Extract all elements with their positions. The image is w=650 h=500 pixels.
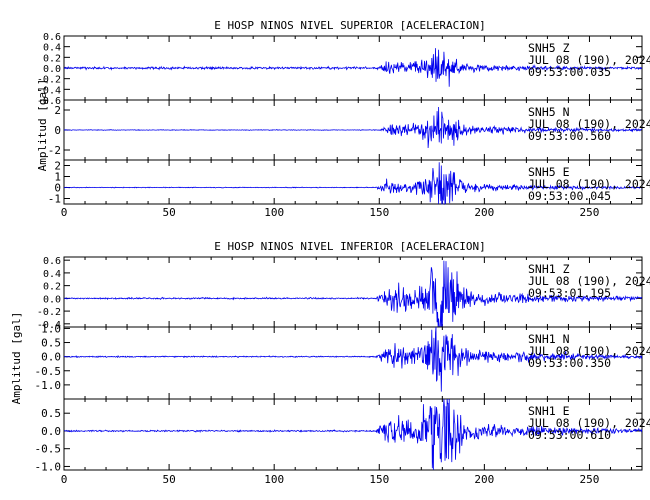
waveform-snh5-e <box>63 162 643 206</box>
ytick-label: 2 <box>54 104 61 117</box>
date-label: JUL 08 (190), 2024 <box>528 344 650 358</box>
ytick-label: 1.0 <box>41 322 61 335</box>
chart-inferior: E HOSP NINOS NIVEL INFERIOR [ACELERACION… <box>10 240 650 486</box>
waveform-snh1-n <box>63 326 643 392</box>
ytick-label: 0.0 <box>43 294 61 305</box>
xtick-label: 250 <box>580 473 600 486</box>
xtick-label: 50 <box>162 473 175 486</box>
chart-inferior-ylabel: Amplitud [gal] <box>10 312 23 405</box>
ytick-label: 0 <box>54 182 61 195</box>
xtick-label: 0 <box>61 206 68 219</box>
xtick-label: 100 <box>264 206 284 219</box>
xtick-label: 150 <box>369 206 389 219</box>
waveform-snh1-e <box>63 398 643 471</box>
ytick-label: -0.2 <box>37 307 61 318</box>
chart-superior-title: E HOSP NINOS NIVEL SUPERIOR [ACELERACION… <box>214 19 486 32</box>
xtick-label: 200 <box>474 473 494 486</box>
ytick-label: 0.2 <box>43 53 61 64</box>
ytick-label: -0.4 <box>37 320 61 331</box>
time-label: 09:53:01.195 <box>528 286 611 300</box>
time-label: 09:53:00.035 <box>528 65 611 79</box>
station-label: SNH5 N <box>528 105 570 119</box>
chart-superior-ylabel: Amplitud [gal] <box>36 79 49 172</box>
xtick-label: 250 <box>580 206 600 219</box>
station-label: SNH1 N <box>528 332 570 346</box>
xtick-label: 100 <box>264 473 284 486</box>
chart-superior: E HOSP NINOS NIVEL SUPERIOR [ACELERACION… <box>36 19 650 219</box>
time-label: 09:53:00.560 <box>528 129 611 143</box>
ytick-label: 0.4 <box>43 43 61 54</box>
xtick-label: 0 <box>61 473 68 486</box>
chart-superior-xaxis: 0 50 100 150 200 250 <box>61 206 600 219</box>
station-label: SNH1 E <box>528 404 570 418</box>
ytick-label: 0.0 <box>41 425 61 438</box>
ytick-label: -2 <box>48 144 61 157</box>
xtick-label: 50 <box>162 206 175 219</box>
chart-inferior-xaxis: 0 50 100 150 200 250 <box>61 473 600 486</box>
xtick-label: 150 <box>369 473 389 486</box>
date-label: JUL 08 (190), 2024 <box>528 274 650 288</box>
ytick-label: -0.5 <box>35 443 62 456</box>
ytick-label: 0.5 <box>41 337 61 350</box>
ytick-label: -0.6 <box>37 96 61 107</box>
ytick-label: 1 <box>54 171 61 184</box>
xtick-label: 200 <box>474 206 494 219</box>
ytick-label: 0.6 <box>43 32 61 43</box>
ytick-label: 0.5 <box>41 407 61 420</box>
ytick-label: -0.2 <box>37 75 61 86</box>
chart-inferior-title: E HOSP NINOS NIVEL INFERIOR [ACELERACION… <box>214 240 486 253</box>
waveform-snh1-z <box>64 260 643 328</box>
date-label: JUL 08 (190), 2024 <box>528 416 650 430</box>
ytick-label: 2 <box>54 160 61 173</box>
ytick-label: -0.5 <box>35 365 62 378</box>
panel-frame <box>63 159 643 205</box>
panel-frame <box>63 398 643 471</box>
ytick-label: 0.0 <box>43 64 61 75</box>
ytick-label: -1.0 <box>35 460 62 473</box>
station-label: SNH1 Z <box>528 262 570 276</box>
ytick-label: 0 <box>54 124 61 137</box>
ytick-label: 0.4 <box>43 269 61 280</box>
waveform-snh5-n <box>63 106 643 149</box>
time-label: 09:53:00.610 <box>528 428 611 442</box>
waveform-snh5-z <box>63 48 643 87</box>
date-label: JUL 08 (190), 2024 <box>528 117 650 131</box>
ytick-label: 0.6 <box>43 256 61 267</box>
date-label: JUL 08 (190), 2024 <box>528 53 650 67</box>
date-label: JUL 08 (190), 2024 <box>528 177 650 191</box>
ytick-label: -0.4 <box>37 85 61 96</box>
ytick-label: 0.2 <box>43 282 61 293</box>
time-label: 09:53:00.045 <box>528 189 611 203</box>
ytick-label: -1 <box>48 193 61 206</box>
ytick-label: -1.0 <box>35 379 62 392</box>
ytick-label: 0.0 <box>41 351 61 364</box>
time-label: 09:53:00.350 <box>528 356 611 370</box>
station-label: SNH5 E <box>528 165 570 179</box>
station-label: SNH5 Z <box>528 41 570 55</box>
